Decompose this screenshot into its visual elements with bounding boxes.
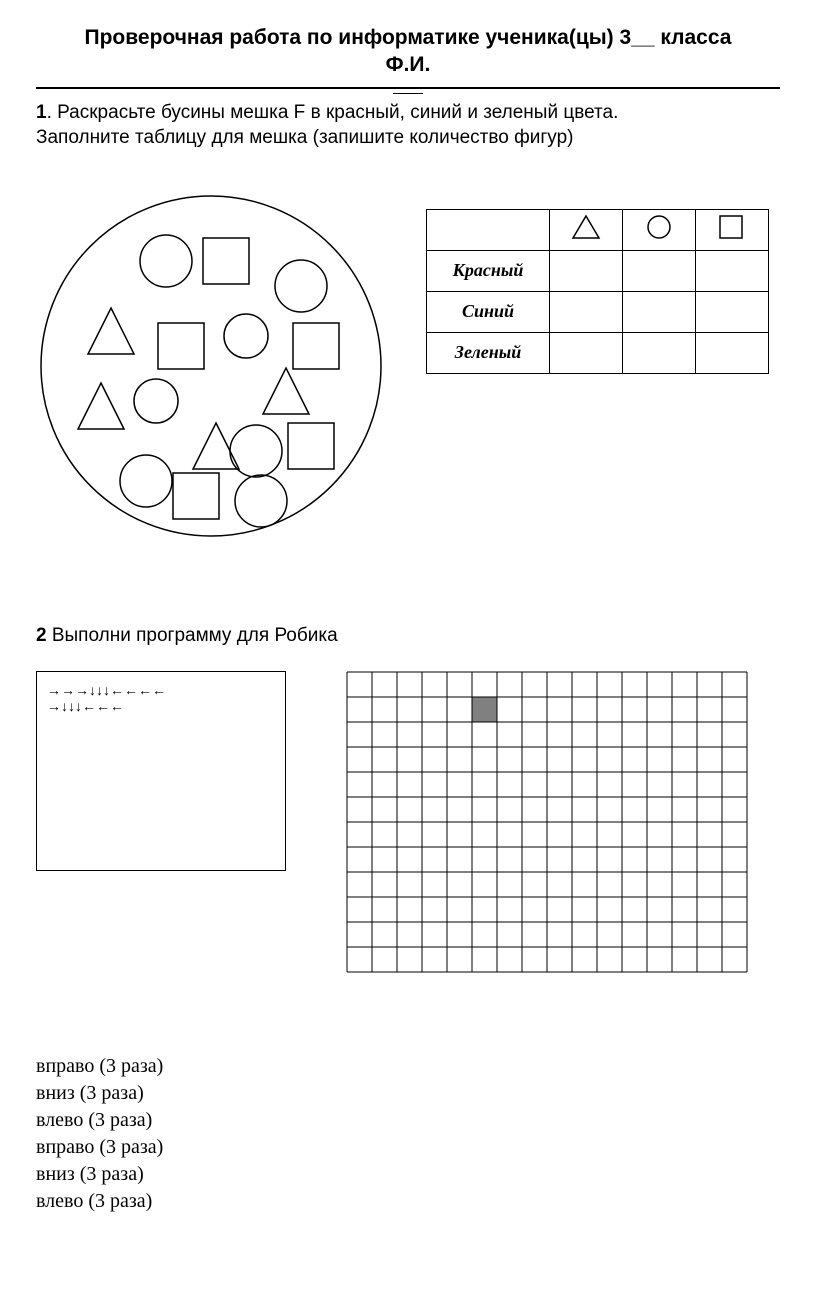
cell xyxy=(696,291,769,332)
title-line-1: Проверочная работа по информатике ученик… xyxy=(85,26,732,49)
task-1-text-b: Заполните таблицу для мешка (запишите ко… xyxy=(36,127,573,148)
color-table-corner xyxy=(427,209,550,250)
color-table-header-row xyxy=(427,209,769,250)
worksheet-title: Проверочная работа по информатике ученик… xyxy=(36,24,780,79)
command-line: вправо (3 раза) xyxy=(36,1134,780,1161)
name-blank xyxy=(393,93,423,94)
grid-svg xyxy=(346,671,748,973)
command-line: вправо (3 раза) xyxy=(36,1053,780,1080)
cell xyxy=(623,250,696,291)
cell xyxy=(696,250,769,291)
task-2: 2 Выполни программу для Робика xyxy=(36,623,780,649)
cell xyxy=(550,250,623,291)
row-label: Зеленый xyxy=(427,332,550,373)
table-row: Синий xyxy=(427,291,769,332)
task-1: 1. Раскрасьте бусины мешка F в красный, … xyxy=(36,100,780,151)
program-box: →→→↓↓↓←←←← →↓↓↓←←← xyxy=(36,671,286,871)
cell xyxy=(550,332,623,373)
program-line-1: →→→↓↓↓←←←← xyxy=(47,682,275,698)
task-1-text-a: . Раскрасьте бусины мешка F в красный, с… xyxy=(47,102,619,123)
task-2-text: Выполни программу для Робика xyxy=(47,625,338,646)
robik-grid xyxy=(346,671,748,973)
header-shape-square xyxy=(696,209,769,250)
cell xyxy=(696,332,769,373)
table-row: Красный xyxy=(427,250,769,291)
table-row: Зеленый xyxy=(427,332,769,373)
command-line: влево (3 раза) xyxy=(36,1188,780,1215)
cell xyxy=(623,332,696,373)
cell xyxy=(550,291,623,332)
color-table-wrap: Красный Синий Зеленый xyxy=(426,191,769,374)
command-line: вниз (3 раза) xyxy=(36,1161,780,1188)
command-line: влево (3 раза) xyxy=(36,1107,780,1134)
title-line-2: Ф.И. xyxy=(386,53,431,76)
row-label: Синий xyxy=(427,291,550,332)
divider xyxy=(36,87,780,89)
task-2-number: 2 xyxy=(36,625,47,646)
bag-svg xyxy=(36,191,386,541)
cell xyxy=(623,291,696,332)
commands-list: вправо (3 раза)вниз (3 раза)влево (3 раз… xyxy=(36,1053,780,1215)
color-table: Красный Синий Зеленый xyxy=(426,209,769,374)
header-shape-circle xyxy=(623,209,696,250)
bag-figure xyxy=(36,191,386,547)
row-label: Красный xyxy=(427,250,550,291)
program-line-2: →↓↓↓←←← xyxy=(47,698,275,714)
command-line: вниз (3 раза) xyxy=(36,1080,780,1107)
task-1-number: 1 xyxy=(36,102,47,123)
header-shape-triangle xyxy=(550,209,623,250)
